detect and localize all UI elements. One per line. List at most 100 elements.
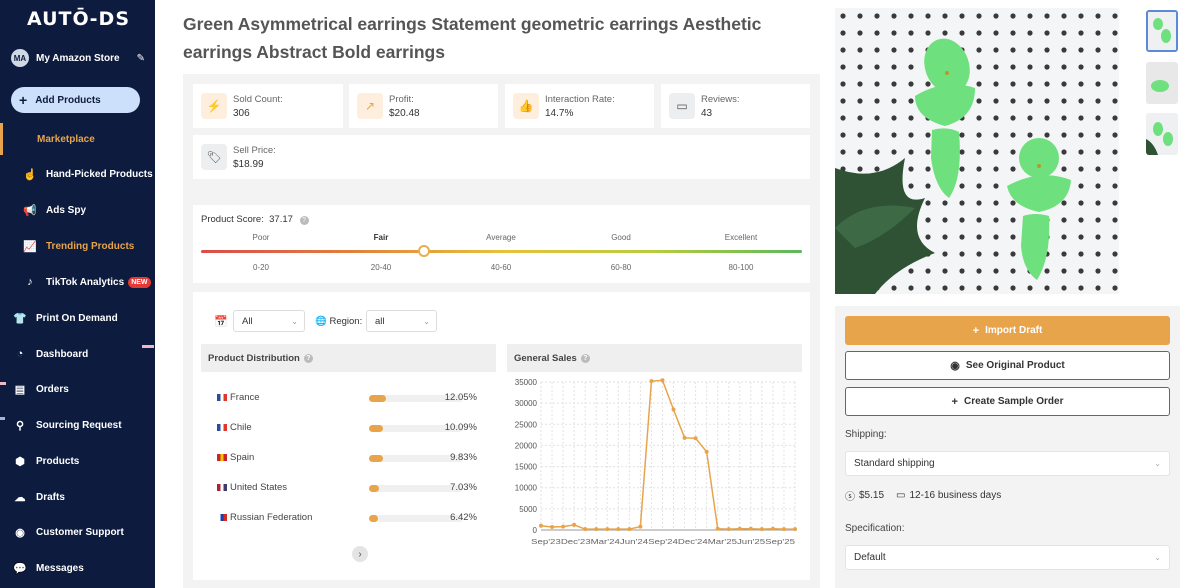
sales-line [540,379,795,530]
country-label: Russian Federation [230,512,313,523]
sidebar-item-tiktok[interactable]: ♪ TikTok Analytics NEW [0,271,155,293]
data-point [671,407,676,412]
distribution-bar [369,515,463,522]
data-point [693,436,698,441]
stat-value: 14.7% [545,107,574,119]
next-page-button[interactable]: › [352,546,368,562]
plus-icon: + [951,395,958,408]
chart-icon: 📈 [23,240,37,253]
help-icon[interactable]: ? [303,353,313,363]
stat-label: Profit: [389,93,414,105]
box-icon: ⬢ [15,455,25,468]
region-filter-select[interactable]: all ⌄ [366,310,437,332]
sidebar-item-orders[interactable]: ▤ Orders [0,378,155,400]
sidebar-item-hand-picked[interactable]: ☝ Hand-Picked Products [0,163,155,185]
help-icon[interactable]: ? [299,216,309,225]
sidebar-item-label: Trending Products [46,240,135,252]
store-switcher[interactable]: MA My Amazon Store ✎ [11,48,145,68]
data-point [715,526,720,531]
distribution-percent: 9.83% [450,452,477,463]
sidebar-item-messages[interactable]: 💬 Messages [0,557,155,579]
stat-profit: ↗ Profit: $20.48 [349,84,498,128]
score-range: 60-80 [610,263,632,272]
thumbnail-image [1146,62,1178,104]
thumbnail-1[interactable] [1146,10,1178,52]
y-tick-label: 0 [533,526,538,535]
score-knob [418,245,431,257]
country-name: Spain [217,452,254,463]
sidebar-item-label: Print On Demand [36,312,118,324]
sidebar-item-marketplace[interactable]: Marketplace [0,128,155,150]
sidebar-item-dashboard[interactable]: ◔ Dashboard [0,343,155,365]
sidebar-item-trending[interactable]: 📈 Trending Products [0,235,155,257]
distribution-percent: 10.09% [444,422,477,433]
specification-select[interactable]: Default ⌄ [845,545,1170,570]
sample-order-label: Create Sample Order [963,396,1064,407]
sidebar-item-ads-spy[interactable]: 📢 Ads Spy [0,199,155,221]
shirt-icon: 👕 [13,312,27,325]
chevron-down-icon: ⌄ [423,316,430,326]
thumbnail-2[interactable] [1146,62,1178,104]
help-icon[interactable]: ? [580,353,590,363]
y-tick-label: 5000 [519,505,537,514]
country-name: Chile [217,422,252,433]
sidebar-item-drafts[interactable]: ☁ Drafts [0,486,155,508]
pencil-icon[interactable]: ✎ [136,52,145,64]
flag-icon [217,484,227,491]
import-draft-button[interactable]: + Import Draft [845,316,1170,345]
stat-label: Interaction Rate: [545,93,615,105]
create-sample-order-button[interactable]: + Create Sample Order [845,387,1170,416]
distribution-row: Spain 9.83% [217,452,477,466]
support-icon: ◉ [15,526,25,539]
thumbnail-3[interactable] [1146,113,1178,155]
score-category: Fair [373,233,389,242]
hand-icon: ☝ [23,168,37,181]
score-label: Product Score: [201,214,264,225]
distribution-percent: 7.03% [450,482,477,493]
data-point [616,527,621,532]
message-icon: 💬 [13,562,27,575]
see-original-button[interactable]: ◉ See Original Product [845,351,1170,380]
region-label-text: Region: [329,316,363,327]
y-tick-label: 35000 [515,378,538,387]
app-logo[interactable]: AUTŌ-DS [27,8,131,30]
sidebar-item-label: Drafts [36,491,65,503]
decorative-mark [0,417,5,420]
country-label: United States [230,482,288,493]
distribution-bar [369,485,463,492]
cloud-icon: ☁ [14,491,26,504]
sidebar-item-sourcing[interactable]: ⚲ Sourcing Request [0,414,155,436]
score-range: 40-60 [490,263,512,272]
specification-value: Default [854,552,886,563]
eye-icon: ◉ [950,360,960,372]
data-point [748,526,753,531]
active-indicator [0,123,3,155]
chevron-down-icon: ⌄ [1154,553,1161,562]
stat-reviews: ▭ Reviews: 43 [661,84,810,128]
data-point [572,522,577,527]
sidebar-item-label: TikTok Analytics [46,276,125,288]
data-point [781,527,786,532]
add-products-button[interactable]: + Add Products [11,87,140,113]
stat-value: 43 [701,107,713,119]
sales-title: General Sales [514,352,577,364]
shipping-select[interactable]: Standard shipping ⌄ [845,451,1170,476]
bolt-icon: ⚡ [201,93,227,119]
sidebar-item-label: Hand-Picked Products [46,168,153,180]
thumbnail-image [1146,113,1178,155]
score-category: Good [611,233,631,242]
score-category: Excellent [724,233,758,242]
gauge-icon: ◔ [16,348,24,360]
sidebar-item-support[interactable]: ◉ Customer Support [0,521,155,543]
sidebar-item-products[interactable]: ⬢ Products [0,450,155,472]
product-main-image[interactable] [835,8,1119,294]
data-point [594,527,599,532]
tag-icon: 🏷 [201,144,227,170]
sidebar-item-print-on-demand[interactable]: 👕 Print On Demand [0,307,155,329]
x-tick-labels: Sep'23Dec'23Mar'24Jun'24Sep'24Dec'24Mar'… [531,537,795,546]
distribution-title: Product Distribution [208,352,300,364]
data-point [550,525,555,530]
data-point [660,378,665,383]
date-filter-select[interactable]: All ⌄ [233,310,305,332]
score-title: Product Score: 37.17 ? [201,214,309,225]
